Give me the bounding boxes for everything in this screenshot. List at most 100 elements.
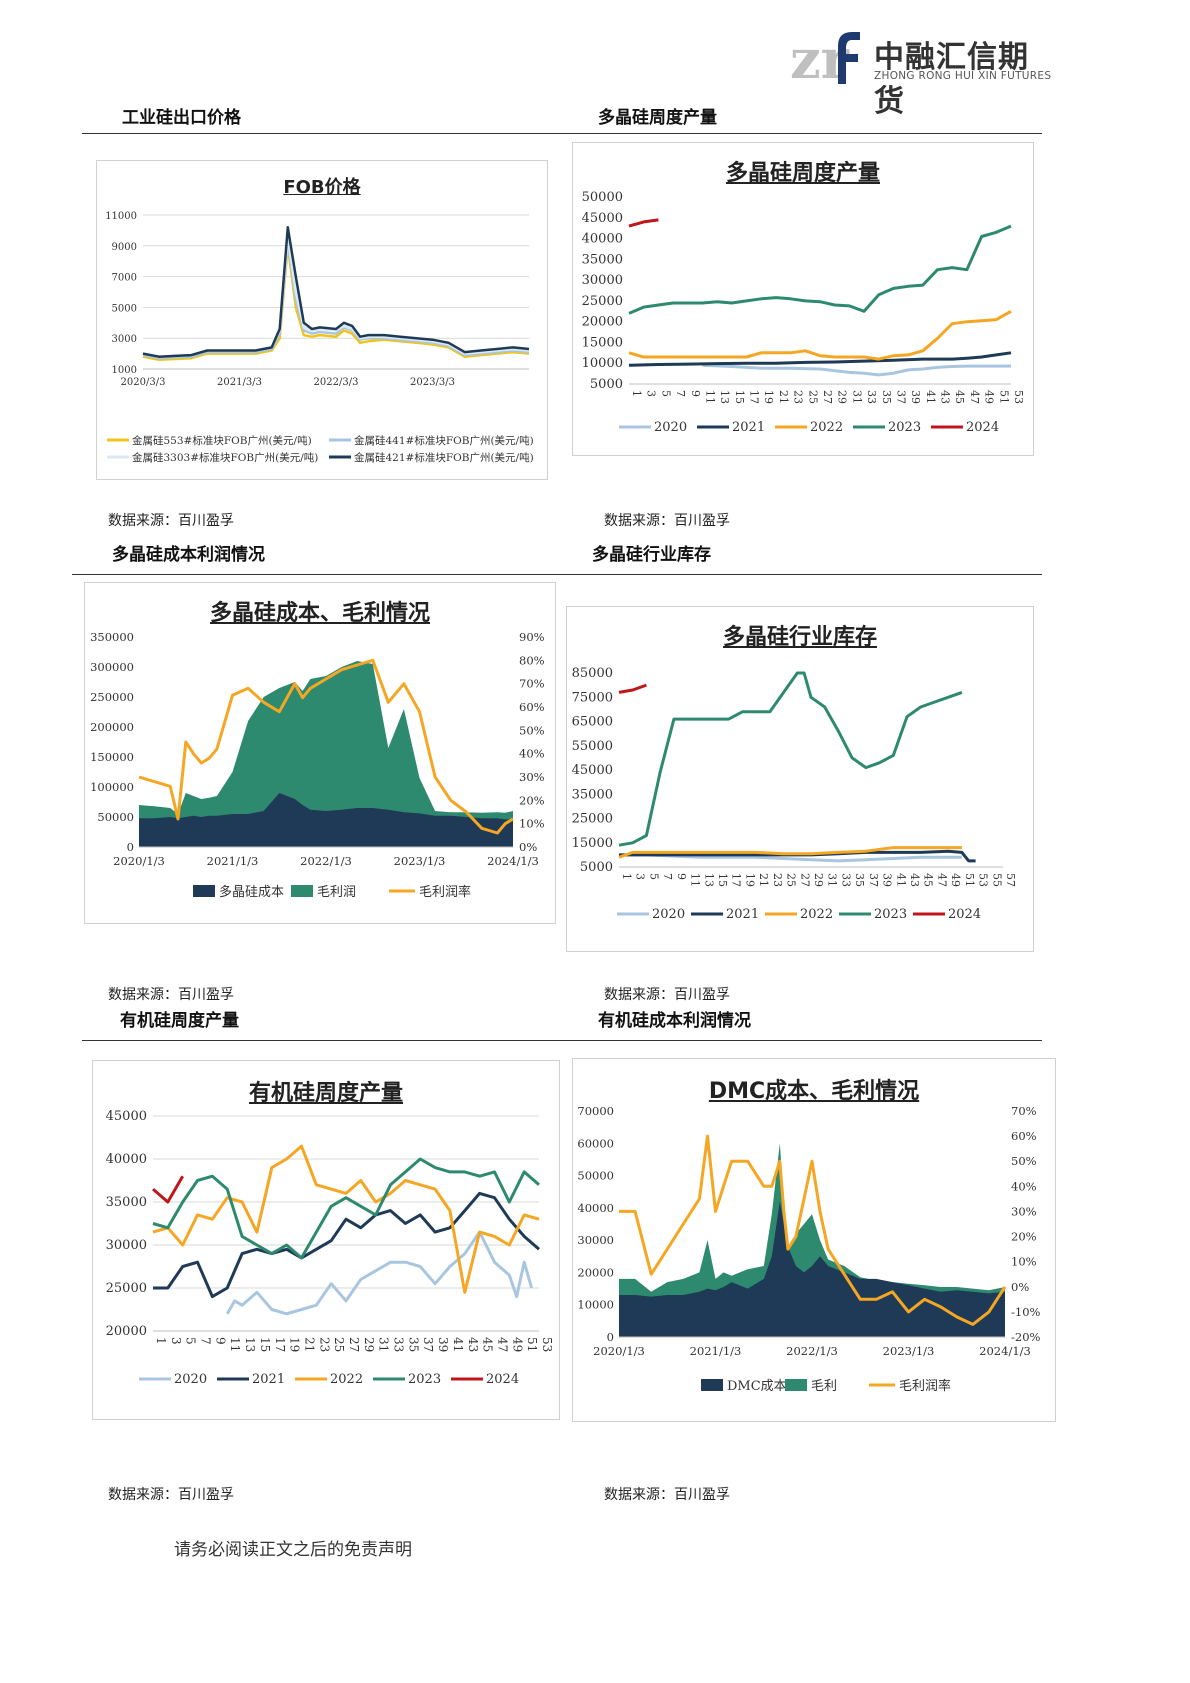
section-title-poly-inventory: 多晶硅行业库存 [592, 545, 711, 565]
data-source: 数据来源：百川盈孚 [604, 513, 730, 529]
y-tick-label: 40000 [106, 1152, 147, 1167]
legend-label: 2024 [966, 420, 999, 435]
legend-label: 2022 [330, 1372, 363, 1387]
x-tick-label: 21 [302, 1337, 316, 1352]
x-tick-label: 2023/1/3 [394, 854, 446, 868]
series-line-金属硅553#标准块FOB广州(美元/吨) [142, 244, 530, 362]
y-right-tick-label: 20% [519, 793, 545, 807]
y-right-tick-label: 70% [519, 677, 545, 691]
x-tick-label: 47 [935, 873, 948, 887]
y-tick-label: 25000 [106, 1281, 147, 1296]
x-tick-label: 41 [894, 873, 907, 887]
brand-logo: zr 中融汇信期货 ZHONG RONG HUI XIN FUTURES [790, 22, 1051, 119]
section-title-poly-cost: 多晶硅成本利润情况 [112, 545, 265, 565]
legend-label: 2021 [252, 1372, 285, 1387]
legend-label: 2023 [888, 420, 921, 435]
x-tick-label: 53 [977, 873, 990, 887]
zrf-logo-icon: zr [790, 27, 860, 86]
y-left-tick-label: 100000 [90, 780, 134, 794]
x-tick-label: 2021/1/3 [690, 1344, 742, 1358]
legend-label: 2020 [174, 1372, 207, 1387]
y-left-tick-label: 50000 [577, 1169, 614, 1183]
chart-title: 多晶硅成本、毛利情况 [209, 601, 430, 626]
x-tick-label: 51 [525, 1337, 539, 1352]
y-left-tick-label: 30000 [577, 1233, 614, 1247]
y-tick-label: 5000 [580, 860, 613, 875]
y-right-tick-label: 40% [519, 747, 545, 761]
x-tick-label: 2022/1/3 [786, 1344, 838, 1358]
y-tick-label: 85000 [572, 666, 613, 681]
legend-label: 毛利 [811, 1379, 837, 1394]
y-right-tick-label: 30% [519, 770, 545, 784]
logo-mark-f [838, 32, 860, 84]
y-right-tick-label: 60% [519, 700, 545, 714]
x-tick-label: 43 [466, 1337, 480, 1352]
x-tick-label: 37 [894, 390, 907, 404]
x-tick-label: 2024/1/3 [979, 1344, 1031, 1358]
chart-title: 多晶硅周度产量 [725, 161, 880, 186]
y-tick-label: 20000 [582, 315, 623, 330]
y-right-tick-label: 80% [519, 653, 545, 667]
y-right-tick-label: 10% [519, 817, 545, 831]
x-tick-label: 27 [798, 873, 811, 887]
y-right-tick-label: 60% [1011, 1129, 1037, 1143]
x-tick-label: 23 [317, 1337, 331, 1352]
x-tick-label: 5 [647, 873, 660, 880]
legend-label: 2021 [726, 907, 759, 922]
series-line-2022 [618, 846, 962, 859]
legend-label: 2023 [874, 907, 907, 922]
y-tick-label: 7000 [112, 273, 137, 284]
chart-poly-inventory: 多晶硅行业库存 5000 15000 25000 35000 45000 55000 650… [566, 606, 1034, 952]
chart-dmc-cost: DMC成本、毛利情况 0 10000 20000 30000 40000 50000 600… [572, 1058, 1056, 1422]
x-tick-label: 35 [406, 1337, 420, 1352]
cost-area [619, 1201, 1005, 1337]
x-tick-label: 1 [630, 390, 643, 397]
y-left-tick-label: 0 [127, 840, 134, 854]
y-left-tick-label: 70000 [577, 1104, 614, 1118]
legend-label: 2024 [948, 907, 981, 922]
y-left-tick-label: 250000 [90, 690, 134, 704]
brand-name-cn: 中融汇信期货 [874, 40, 1029, 119]
legend-label: 金属硅553#标准块FOB广州(美元/吨) [132, 434, 312, 447]
chart-silicone-production: 有机硅周度产量 20000 25000 30000 35000 40000 45000 1 3… [92, 1060, 560, 1420]
legend-label: 毛利润率 [419, 884, 471, 900]
x-tick-label: 5 [184, 1337, 198, 1345]
x-tick-label: 11 [689, 873, 702, 887]
x-tick-label: 53 [1012, 390, 1025, 404]
x-tick-label: 33 [865, 390, 878, 404]
y-right-tick-label: -20% [1011, 1330, 1041, 1344]
poly-inventory-chart-svg: 5000 15000 25000 35000 45000 55000 65000 75000 8… [572, 666, 1017, 922]
x-tick-label: 7 [674, 390, 687, 397]
legend-label: 金属硅421#标准块FOB广州(美元/吨) [354, 451, 534, 464]
y-right-tick-label: 90% [519, 630, 545, 644]
x-tick-label: 51 [997, 390, 1010, 404]
y-tick-label: 1000 [112, 365, 137, 376]
legend-label: 2020 [652, 907, 685, 922]
x-tick-label: 9 [213, 1337, 227, 1345]
x-tick-label: 7 [661, 873, 674, 880]
x-tick-label: 57 [1004, 873, 1017, 887]
y-right-tick-label: 70% [1011, 1104, 1037, 1118]
y-tick-label: 40000 [582, 232, 623, 247]
x-tick-label: 43 [908, 873, 921, 887]
x-tick-label: 9 [675, 873, 688, 880]
disclaimer-footer: 请务必阅读正文之后的免责声明 [174, 1540, 412, 1560]
section-title-silicone-production: 有机硅周度产量 [120, 1011, 239, 1031]
y-right-tick-label: 20% [1011, 1230, 1037, 1244]
x-tick-label: 27 [347, 1337, 361, 1352]
y-tick-label: 5000 [112, 303, 137, 314]
y-right-tick-label: 50% [519, 723, 545, 737]
poly-production-chart-svg: 5000 10000 15000 20000 25000 30000 35000 40000 4… [582, 190, 1025, 435]
x-tick-label: 11 [228, 1337, 242, 1352]
x-tick-label: 41 [451, 1337, 465, 1352]
x-tick-label: 47 [495, 1337, 509, 1352]
chart-fob-price: FOB价格 1000 3000 5000 7000 9000 11000 2020/3/3 2… [96, 160, 548, 480]
series-line-2020 [225, 1230, 534, 1316]
y-left-tick-label: 0 [607, 1330, 614, 1344]
y-tick-label: 15000 [572, 836, 613, 851]
x-tick-label: 2022/1/3 [300, 854, 352, 868]
series-line-2024 [618, 683, 647, 694]
x-tick-label: 13 [718, 390, 731, 404]
x-tick-label: 1 [154, 1337, 168, 1345]
